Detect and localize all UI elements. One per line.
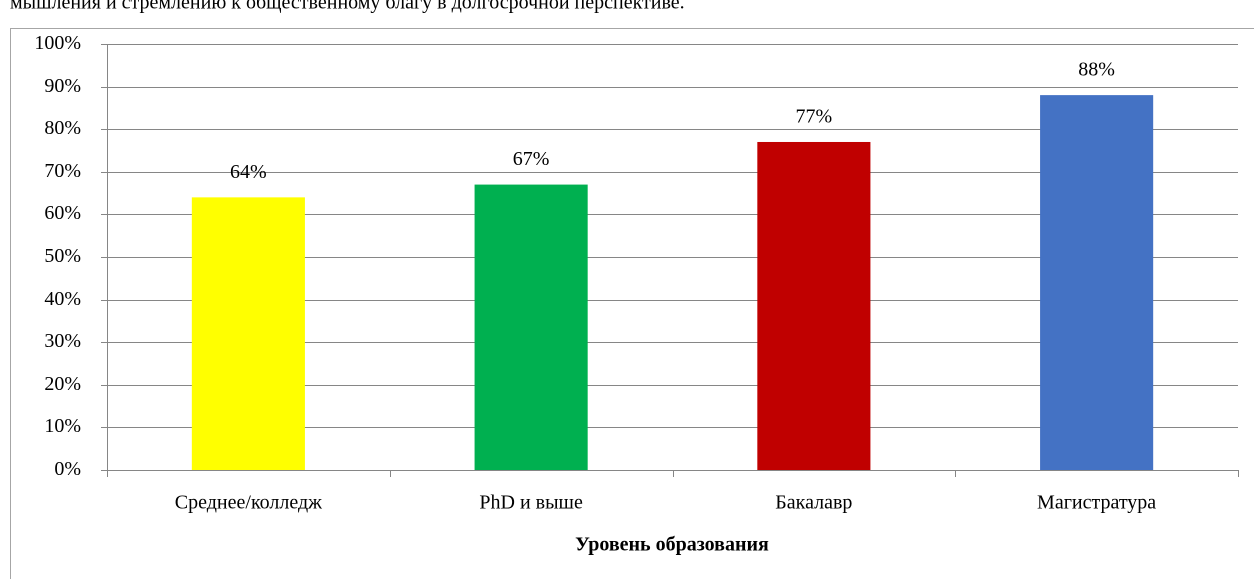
y-tick-label: 50%	[44, 245, 81, 267]
x-axis-label: Уровень образования	[575, 534, 769, 556]
y-tick-label: 90%	[44, 75, 81, 97]
y-tick-label: 30%	[44, 330, 81, 352]
y-tick-label: 80%	[44, 117, 81, 139]
y-tick-label: 40%	[44, 288, 81, 310]
bar	[757, 141, 871, 471]
value-label: 64%	[230, 161, 267, 183]
y-tick-label: 70%	[44, 160, 81, 182]
value-label: 88%	[1078, 59, 1115, 81]
y-tick-label: 100%	[34, 32, 81, 54]
y-tick-label: 10%	[44, 415, 81, 437]
y-tick-label: 0%	[54, 458, 81, 480]
y-tick-label: 60%	[44, 202, 81, 224]
x-tick-label: Среднее/колледж	[175, 492, 322, 514]
value-label: 77%	[796, 106, 833, 128]
y-tick-label: 20%	[44, 373, 81, 395]
value-label: 67%	[513, 148, 550, 170]
x-tick-label: Бакалавр	[775, 492, 852, 514]
bar	[1040, 95, 1154, 471]
caption: мышления и стремлению к общественному бл…	[10, 0, 685, 14]
x-tick-label: PhD и выше	[479, 492, 583, 514]
x-tick-label: Магистратура	[1037, 492, 1156, 514]
bar	[191, 197, 305, 471]
bar	[474, 184, 588, 470]
